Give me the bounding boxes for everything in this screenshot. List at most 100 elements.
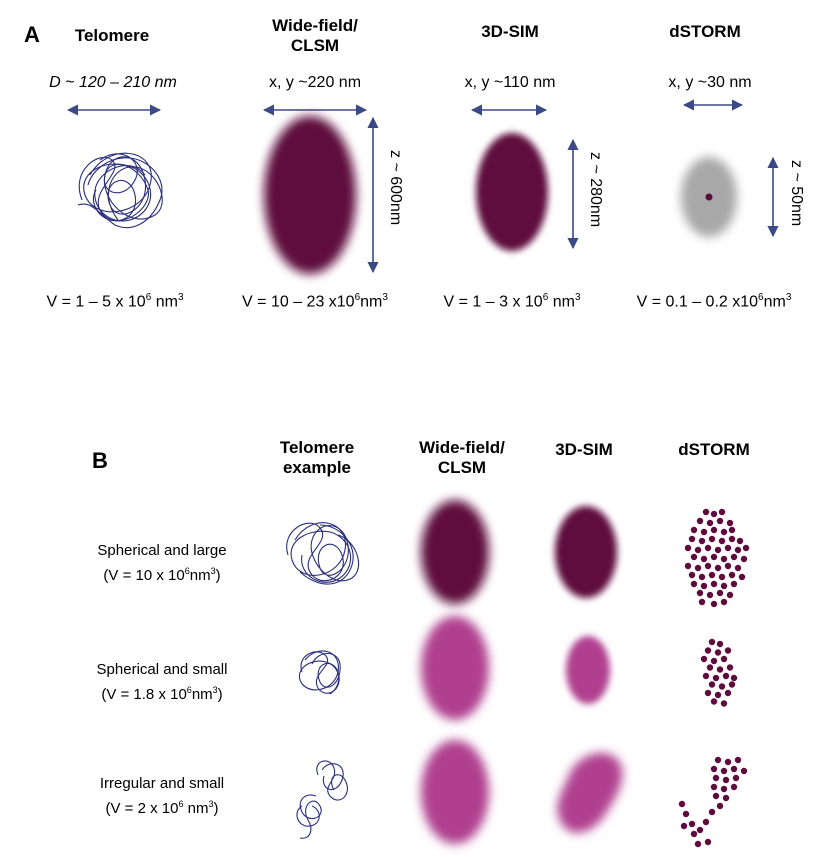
dstorm-cluster-large-dot bbox=[720, 598, 728, 606]
dstorm-cluster-irregular-dot bbox=[714, 756, 722, 764]
col-title-3dsim: 3D-SIM bbox=[481, 22, 539, 41]
dstorm-cluster-large-dot bbox=[726, 591, 734, 599]
dstorm-cluster-irregular-dot bbox=[732, 774, 740, 782]
dstorm-cluster-large-dot bbox=[720, 582, 728, 590]
dstorm-cluster-large-dot bbox=[742, 544, 750, 552]
dstorm-cluster-irregular-dot bbox=[730, 765, 738, 773]
dimension-widefield: x, y ~220 nm bbox=[240, 74, 390, 92]
telomere-coil-a bbox=[77, 152, 163, 229]
row-vol-exp-0: 6 bbox=[184, 566, 190, 576]
dstorm-cluster-small-dot bbox=[700, 655, 708, 663]
dstorm-cluster-small-dot bbox=[716, 666, 724, 673]
dstorm-cluster-large-dot bbox=[706, 519, 714, 527]
dstorm-cluster-large-dot bbox=[710, 580, 718, 588]
row-label-spherical-small: Spherical and small (V = 1.8 x 106nm3) bbox=[72, 660, 252, 705]
dstorm-cluster-irregular-dot bbox=[690, 830, 698, 838]
volume-telomere-main: V = 1 – 5 x 10 bbox=[46, 293, 146, 311]
widefield-blob-small bbox=[421, 616, 489, 720]
volume-widefield-unit: nm bbox=[360, 293, 383, 311]
dstorm-cluster-small bbox=[700, 638, 738, 707]
dstorm-cluster-large-dot bbox=[720, 528, 728, 536]
row-vol-main-1: (V = 1.8 x 10 bbox=[101, 686, 187, 703]
volume-widefield-unit-exp: 3 bbox=[382, 292, 388, 303]
header-3dsim: 3D-SIM bbox=[555, 440, 613, 459]
volume-dstorm: V = 0.1 – 0.2 x106nm3 bbox=[624, 292, 804, 311]
dstorm-cluster-large-dot bbox=[724, 562, 732, 570]
dstorm-cluster-irregular-dot bbox=[720, 785, 728, 793]
row-vol-unit-exp-1: 3 bbox=[212, 685, 218, 695]
dstorm-cluster-small-dot bbox=[704, 689, 712, 697]
volume-3dsim-main: V = 1 – 3 x 10 bbox=[443, 293, 543, 311]
3dsim-blob-irregular bbox=[557, 752, 623, 833]
dstorm-cluster-large-dot bbox=[714, 564, 722, 572]
3dsim-blob-a bbox=[476, 133, 548, 251]
dstorm-cluster-large-dot bbox=[730, 580, 738, 588]
row-vol-unit-2: nm bbox=[187, 800, 209, 817]
volume-telomere-exp: 6 bbox=[145, 292, 152, 303]
dstorm-cluster-large-dot bbox=[720, 555, 728, 563]
row-label-spherical-small-name: Spherical and small bbox=[96, 661, 228, 678]
dstorm-cluster-large-dot bbox=[690, 553, 698, 561]
volume-dstorm-unit: nm bbox=[763, 293, 786, 311]
dstorm-cluster-irregular-dot bbox=[710, 765, 718, 773]
dstorm-cluster-small-dot bbox=[720, 655, 728, 663]
dimension-dstorm: x, y ~30 nm bbox=[640, 74, 780, 92]
row-label-spherical-large-vol: (V = 10 x 106nm3) bbox=[103, 566, 221, 584]
dstorm-cluster-irregular-dot bbox=[688, 820, 696, 828]
volume-telomere: V = 1 – 5 x 106 nm3 bbox=[30, 292, 200, 311]
telomere-coil-large bbox=[286, 522, 360, 585]
row-vol-unit-1: nm bbox=[191, 686, 213, 703]
dimension-3dsim: x, y ~110 nm bbox=[440, 74, 580, 92]
dstorm-cluster-small-dot bbox=[710, 698, 718, 705]
dstorm-cluster-large-dot bbox=[728, 526, 736, 534]
volume-3dsim-exp: 6 bbox=[542, 292, 549, 303]
dstorm-cluster-irregular-dot bbox=[734, 756, 742, 764]
dstorm-cluster-large-dot bbox=[696, 517, 704, 525]
dstorm-cluster-irregular-dot bbox=[740, 767, 748, 775]
dstorm-cluster-large-dot bbox=[694, 564, 702, 572]
dstorm-cluster-irregular-dot bbox=[730, 783, 738, 791]
col-title-dstorm: dSTORM bbox=[669, 22, 741, 41]
dstorm-cluster-irregular-dot bbox=[702, 818, 710, 826]
widefield-blob-irregular bbox=[421, 740, 489, 844]
volume-3dsim: V = 1 – 3 x 106 nm3 bbox=[432, 292, 592, 311]
dstorm-cluster-large-dot bbox=[710, 526, 718, 534]
dstorm-cluster-large-dot bbox=[708, 571, 716, 579]
widefield-blob-a bbox=[264, 116, 356, 274]
dstorm-cluster-large-dot bbox=[708, 535, 716, 543]
dimension-widefield-text: x, y ~220 nm bbox=[268, 74, 362, 91]
dstorm-cluster-small-dot bbox=[714, 691, 722, 699]
dstorm-cluster-large-dot bbox=[690, 526, 698, 534]
3dsim-blob-small bbox=[566, 636, 610, 704]
dstorm-cluster-large-dot bbox=[700, 582, 708, 590]
dstorm-cluster-irregular-dot bbox=[678, 800, 686, 808]
dstorm-cluster-large-dot bbox=[718, 573, 726, 581]
dstorm-cluster-large-dot bbox=[684, 544, 692, 552]
dstorm-cluster-large-dot bbox=[734, 546, 742, 554]
dstorm-cluster-large-dot bbox=[704, 562, 712, 570]
dstorm-cluster-large-dot bbox=[690, 580, 698, 588]
dstorm-cluster-large-dot bbox=[684, 562, 692, 570]
col-title-telomere: Telomere bbox=[74, 26, 150, 45]
dstorm-cluster-irregular-dot bbox=[694, 840, 702, 848]
dstorm-cluster-small-dot bbox=[708, 638, 716, 646]
dstorm-cluster-large-dot bbox=[696, 589, 704, 597]
telomere-coil-small bbox=[298, 650, 341, 695]
dimension-dstorm-text: x, y ~30 nm bbox=[668, 74, 752, 91]
row-vol-unit-exp-0: 3 bbox=[210, 566, 216, 576]
dstorm-cluster-large-dot bbox=[698, 537, 706, 545]
dstorm-cluster-small-dot bbox=[712, 674, 720, 682]
dstorm-cluster-irregular-dot bbox=[722, 776, 730, 784]
panel-b-letter: B bbox=[92, 448, 108, 473]
dstorm-cluster-large-dot bbox=[740, 555, 748, 563]
widefield-blob-large bbox=[421, 500, 489, 604]
dstorm-cluster-large-dot bbox=[716, 589, 724, 597]
volume-widefield-exp: 6 bbox=[354, 292, 361, 303]
dstorm-cluster-large-dot bbox=[706, 591, 714, 599]
dstorm-cluster-irregular-dot bbox=[708, 808, 716, 816]
dimension-telomere-text: D ~ 120 – 210 nm bbox=[49, 74, 177, 91]
dstorm-cluster-irregular-dot bbox=[720, 767, 728, 775]
row-label-spherical-large-name: Spherical and large bbox=[97, 542, 227, 559]
dstorm-cluster-large-dot bbox=[698, 598, 706, 606]
dstorm-cluster-large-dot bbox=[710, 600, 718, 608]
